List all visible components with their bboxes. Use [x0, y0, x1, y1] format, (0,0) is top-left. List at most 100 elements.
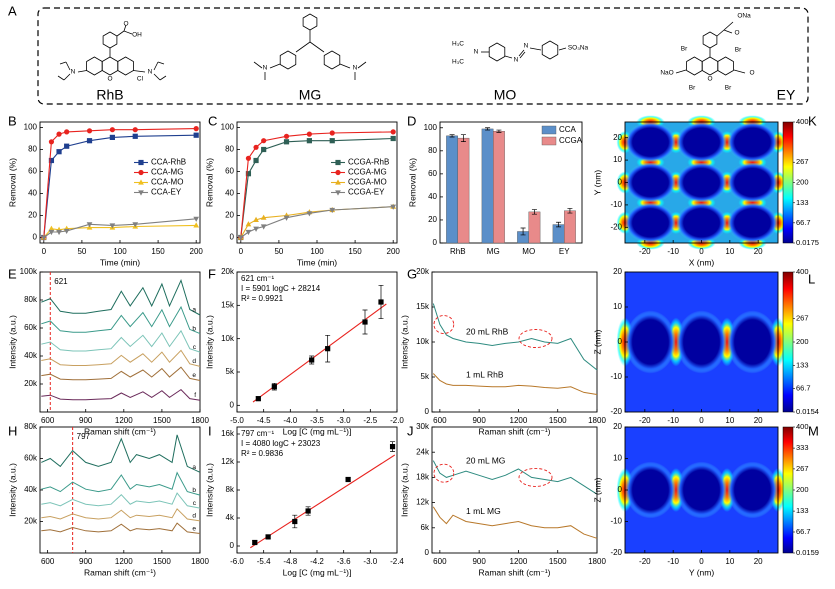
x-tick-label: 1500 [549, 557, 567, 566]
marker [193, 132, 199, 138]
marker [283, 215, 290, 221]
bond [723, 29, 733, 34]
x-tick-label: 1500 [153, 557, 171, 566]
marker [283, 133, 290, 139]
y-axis-label: Z (nm) [592, 329, 602, 354]
colorbar-label: 333 [796, 443, 809, 452]
bond [518, 49, 525, 57]
marker [260, 224, 267, 230]
panel-label: H [8, 423, 17, 438]
x-tick-label: 100 [310, 247, 324, 256]
marker [253, 157, 259, 164]
particle [676, 202, 727, 243]
legend-label: CCGA-EY [348, 188, 385, 197]
annotation: 797 cm⁻¹ [241, 429, 274, 438]
legend-label: CCA-RhB [151, 158, 186, 167]
spectrum-line [432, 303, 598, 371]
x-tick-label: MG [487, 247, 500, 256]
curve-label: b [192, 325, 196, 332]
marker [109, 223, 116, 229]
spectrum-line [432, 506, 598, 539]
marker [64, 129, 70, 135]
colorbar-label: 66.7 [796, 384, 811, 393]
annotation: R² = 0.9921 [241, 294, 284, 303]
panel-label: C [208, 113, 217, 128]
curve-label: d [192, 358, 196, 365]
spectrum-line [432, 460, 598, 495]
bond [133, 70, 146, 73]
bar [493, 131, 505, 244]
highlight-ellipse [518, 329, 553, 348]
y-tick-label: 80 [225, 145, 234, 154]
x-tick-label: -2.0 [390, 416, 404, 425]
panel-label: G [407, 266, 417, 281]
error-bar [496, 129, 502, 133]
x-tick-label: -20 [639, 557, 651, 566]
x-tick-label: -4.0 [283, 416, 297, 425]
bond [723, 21, 734, 31]
y-axis-label: Removal (%) [7, 158, 17, 207]
y-tick-label: 20 [28, 211, 37, 220]
bond [153, 61, 159, 71]
legend-marker [335, 190, 341, 196]
legend-marker [138, 169, 144, 176]
marker [86, 128, 93, 134]
bond [339, 63, 351, 69]
x-tick-label: 10 [725, 247, 734, 256]
compound-name: MG [299, 87, 322, 103]
marker [86, 138, 93, 144]
spectrum-line [41, 329, 201, 353]
spectrum-line [41, 278, 201, 316]
y-tick-label: 15k [221, 300, 235, 309]
ring [702, 31, 718, 49]
y-tick-label: 80k [24, 295, 38, 304]
marker [306, 131, 312, 137]
curve-label: a [192, 307, 196, 314]
bond [63, 73, 71, 81]
atom-label: N [71, 69, 76, 76]
marker [283, 139, 290, 145]
x-tick-label: -20 [639, 416, 651, 425]
x-tick-label: 1200 [115, 557, 133, 566]
bond [77, 70, 87, 73]
compound-name: EY [777, 87, 796, 103]
y-axis-label: Intensity (a.u.) [204, 315, 214, 369]
bond [253, 61, 263, 69]
colorbar-label: 133 [796, 506, 809, 515]
x-axis-label: Log [C (mg mL⁻¹)] [283, 426, 352, 436]
x-tick-label: 0 [42, 247, 47, 256]
y-tick-label: 10k [221, 334, 235, 343]
y-tick-label: 0 [425, 407, 430, 416]
curve-label: c [193, 344, 197, 351]
legend-label: CCGA-RhB [348, 158, 389, 167]
ring [701, 56, 719, 76]
panel-label: F [208, 266, 216, 281]
marker [390, 129, 396, 135]
annotation: I = 4080 logC + 23023 [241, 439, 321, 448]
particle [625, 122, 676, 163]
y-tick-label: 10k [416, 337, 430, 346]
curve-label: b [192, 487, 196, 494]
highlight-ellipse [433, 315, 455, 334]
particle [676, 162, 727, 203]
marker [109, 127, 115, 133]
legend-swatch [541, 125, 557, 135]
atom-label: N [514, 57, 519, 64]
y-axis-label: Removal (%) [204, 158, 214, 207]
error-bar [531, 209, 537, 215]
bond [157, 61, 165, 65]
curve-label: 1 mL MG [466, 506, 501, 516]
bond [716, 29, 725, 37]
marker [329, 130, 335, 136]
y-tick-label: 20 [225, 211, 234, 220]
point [362, 319, 368, 325]
compound-name: MO [494, 87, 517, 103]
x-tick-label: 1500 [549, 416, 567, 425]
point [255, 396, 261, 402]
y-tick-label: 16k [221, 429, 235, 438]
bond [65, 61, 71, 71]
y-tick-label: 0 [618, 485, 623, 494]
bond [504, 55, 513, 59]
bond [59, 61, 67, 65]
ring [686, 56, 703, 76]
